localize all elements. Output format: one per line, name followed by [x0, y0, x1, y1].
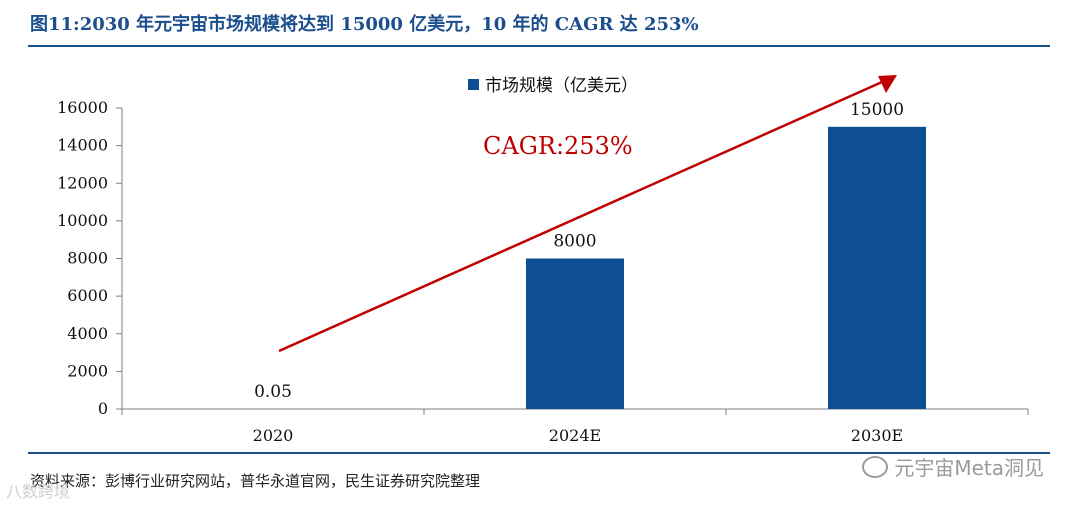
corner-watermark: 八数跨境: [6, 482, 71, 501]
cagr-annotation: CAGR:253%: [483, 132, 633, 160]
y-axis: 0 2000 4000 6000 8000 10000 12000 14000 16000: [57, 98, 123, 418]
arrow-head: [878, 75, 897, 93]
bar-value-label: 0.05: [254, 382, 292, 402]
x-tick-label: 2024E: [549, 426, 601, 445]
bars: [224, 126, 926, 409]
y-tick-label: 6000: [67, 286, 108, 305]
arrow-shaft: [278, 80, 883, 353]
cagr-arrow: CAGR:253%: [278, 75, 897, 353]
y-tick-label: 8000: [67, 249, 108, 268]
figure-title: 图11:2030 年元宇宙市场规模将达到 15000 亿美元，10 年的 CAG…: [30, 14, 699, 35]
legend-swatch: [468, 79, 479, 90]
source-divider: [28, 452, 1050, 454]
y-tick-label: 12000: [57, 173, 108, 192]
bar: [526, 258, 624, 409]
legend-label: 市场规模（亿美元）: [485, 76, 638, 96]
source-note: 资料来源：彭博行业研究网站，普华永道官网，民生证券研究院整理: [30, 472, 481, 490]
x-tick-label: 2020: [253, 426, 294, 445]
watermark-text: 元宇宙Meta洞见: [894, 456, 1044, 480]
bar-value-label: 8000: [553, 232, 596, 252]
title-divider: [28, 45, 1050, 47]
y-tick-label: 16000: [57, 98, 108, 117]
y-tick-label: 0: [98, 399, 108, 418]
x-tick-label: 2030E: [851, 426, 903, 445]
data-labels: 0.05 8000 15000: [254, 100, 904, 402]
bar: [828, 126, 926, 409]
watermark: 元宇宙Meta洞见: [862, 452, 1044, 481]
y-tick-label: 10000: [57, 211, 108, 230]
y-tick-label: 4000: [67, 324, 108, 343]
y-tick-label: 2000: [67, 361, 108, 380]
wechat-icon: [862, 455, 889, 478]
y-tick-label: 14000: [57, 136, 108, 155]
bar-value-label: 15000: [850, 100, 904, 120]
x-axis: 2020 2024E 2030E: [121, 408, 1029, 445]
legend: 市场规模（亿美元）: [468, 76, 638, 96]
